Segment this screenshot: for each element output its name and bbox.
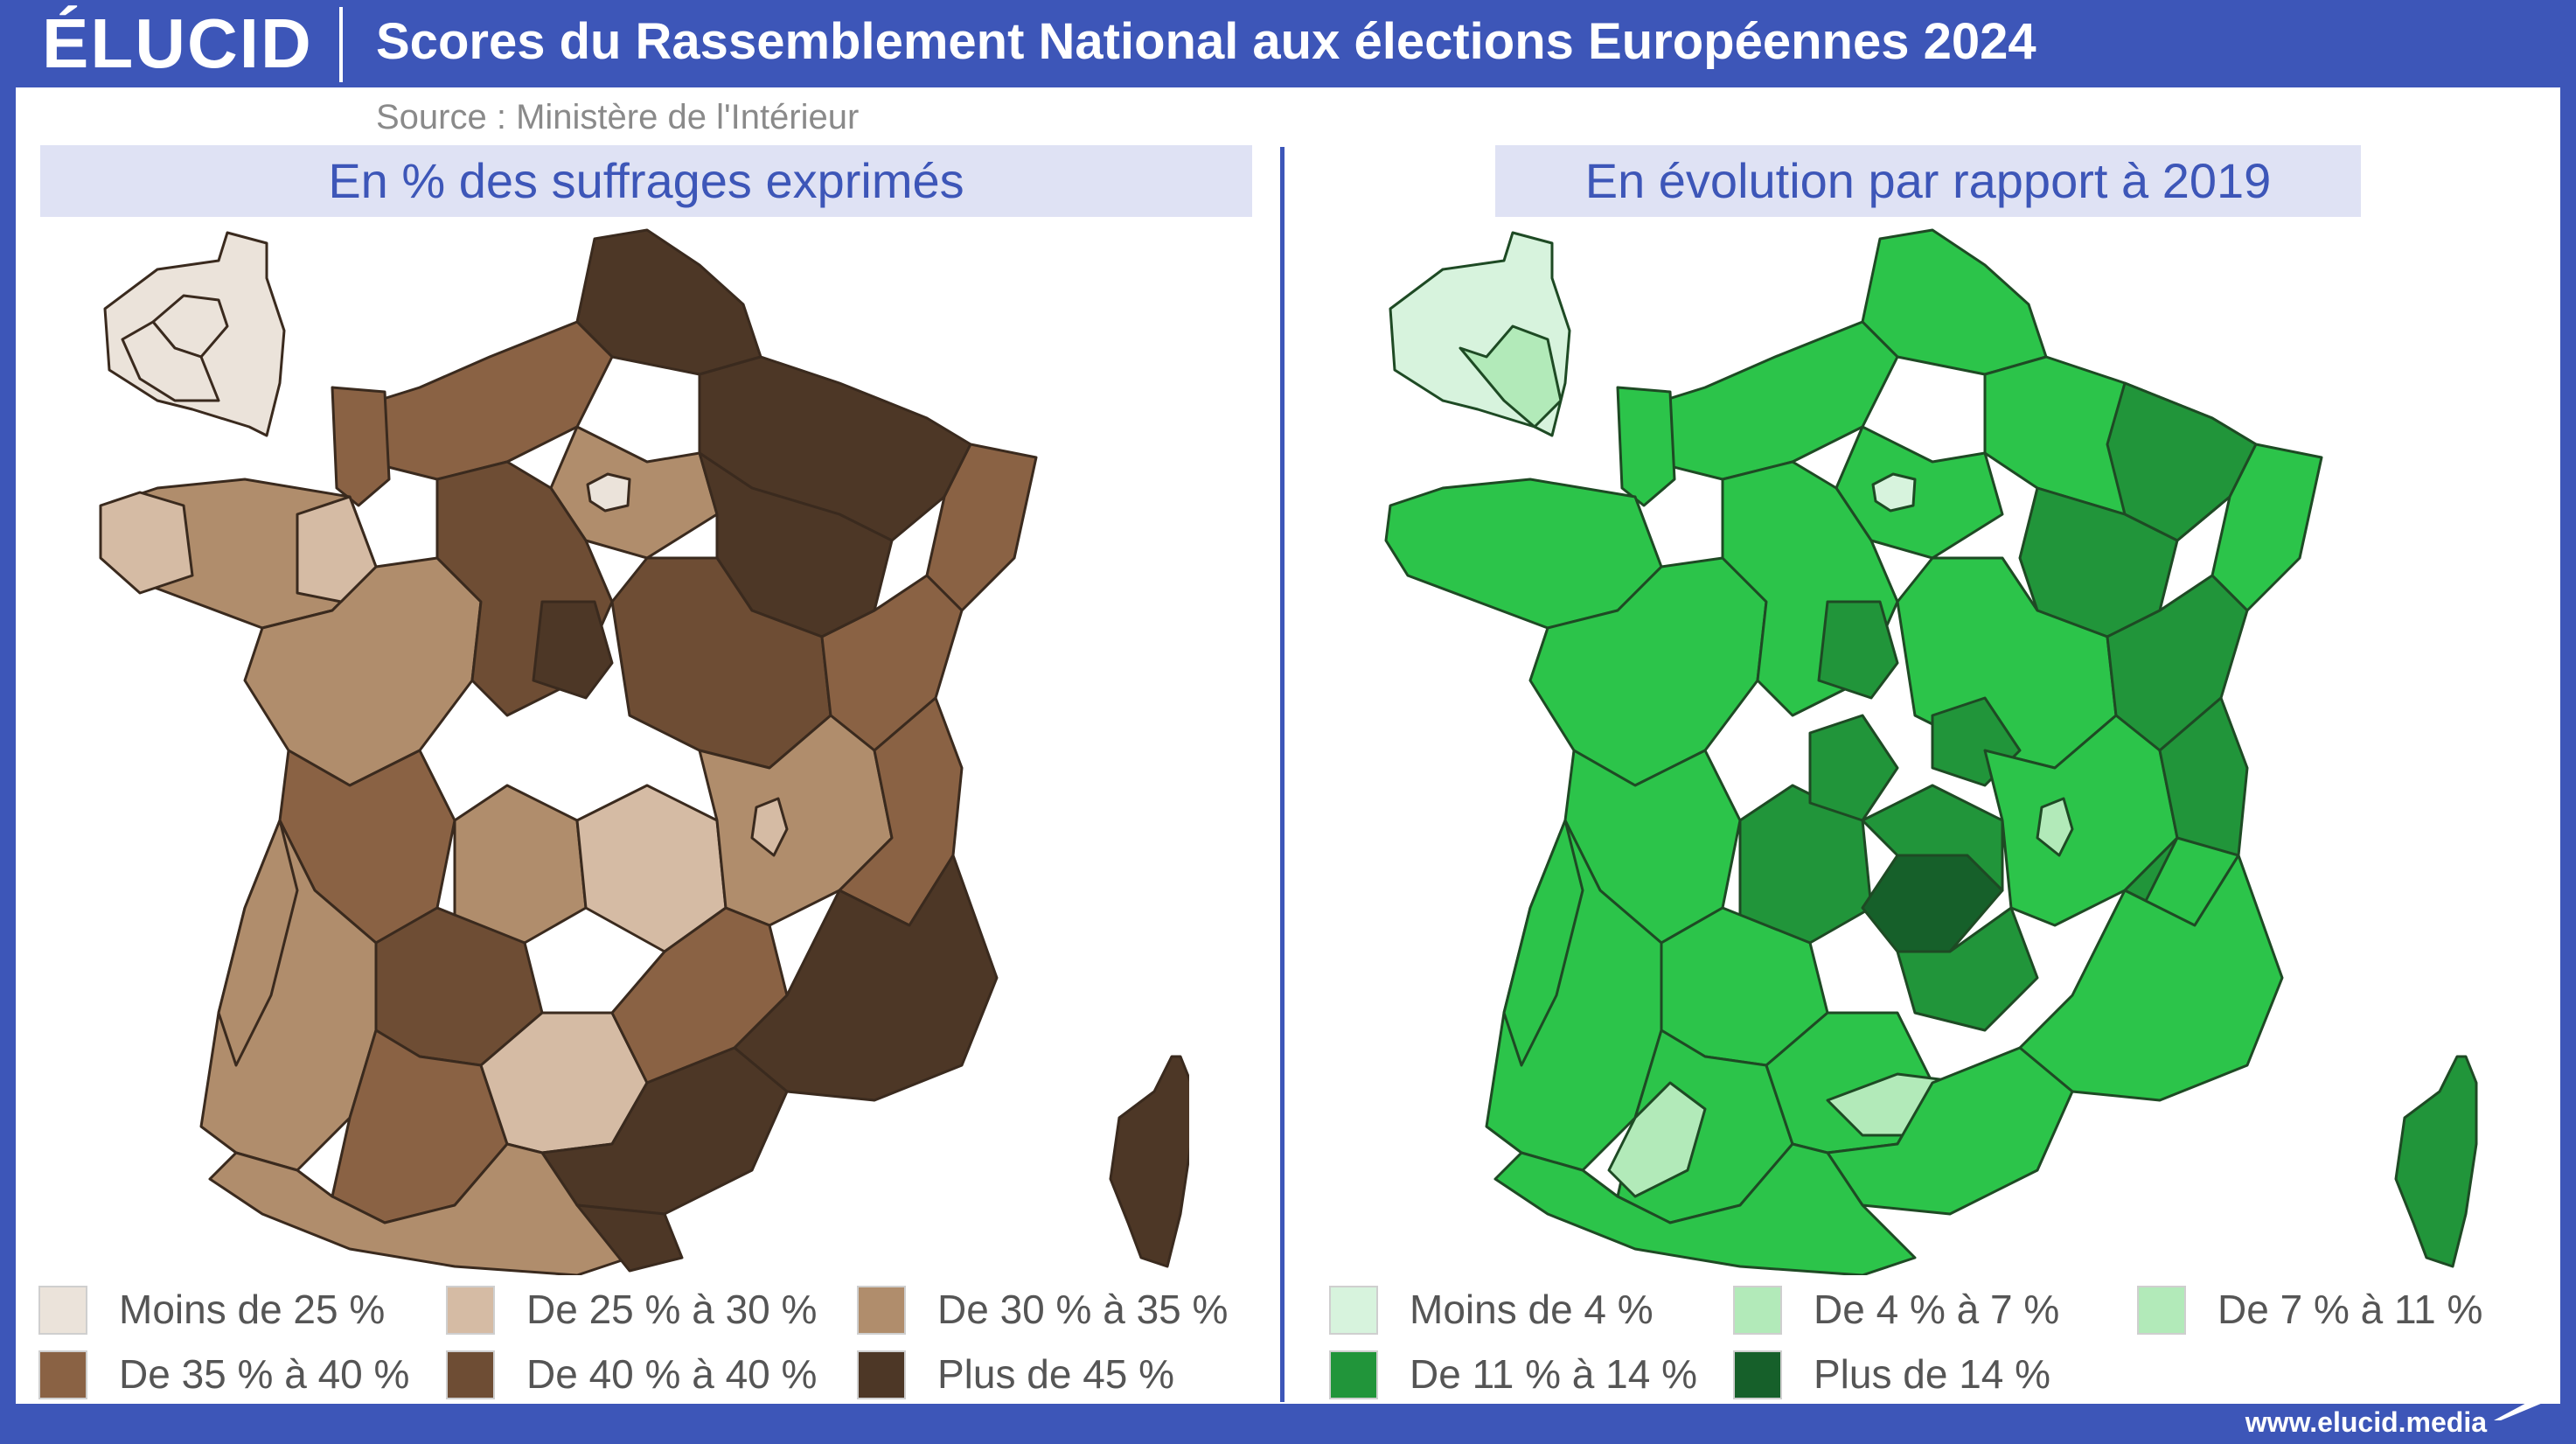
map-rn-score (99, 228, 1189, 1275)
region-limousin (453, 784, 588, 945)
legend-item: Plus de 45 % (857, 1347, 1259, 1399)
map-rn-evolution (1384, 228, 2478, 1275)
elucid-logo: ÉLUCID (42, 4, 313, 82)
region-creuse (1808, 714, 1899, 822)
region-brittany-west (99, 491, 194, 595)
legend-item: De 11 % à 14 % (1329, 1347, 1714, 1399)
legend-swatch (1329, 1350, 1378, 1399)
legend-swatch (857, 1286, 906, 1335)
legend-swatch (38, 1350, 87, 1399)
legend-swatch (38, 1286, 87, 1335)
region-gironde-coast (217, 819, 299, 1067)
paris-inset-outer (121, 320, 220, 402)
legend-label: De 4 % à 7 % (1814, 1287, 2060, 1332)
legend-item: Plus de 14 % (1733, 1347, 2100, 1399)
logo-divider (339, 7, 343, 82)
region-gers (1607, 1081, 1707, 1198)
region-provence (733, 854, 999, 1102)
legend-label: De 40 % à 40 % (526, 1351, 818, 1397)
legend-swatch (446, 1286, 495, 1335)
legend-swatch (857, 1350, 906, 1399)
legend-label: Plus de 14 % (1814, 1351, 2051, 1397)
legend-label: De 11 % à 14 % (1410, 1351, 1698, 1397)
region-cotentin (1616, 386, 1676, 507)
region-languedoc (1826, 1046, 2074, 1216)
right-map-subtitle: En évolution par rapport à 2019 (1495, 145, 2361, 217)
legend-item: De 35 % à 40 % (38, 1347, 432, 1399)
region-cher (1817, 600, 1899, 700)
region-cotentin (331, 386, 391, 507)
legend-item: De 4 % à 7 % (1733, 1282, 2100, 1335)
region-cher (532, 600, 614, 700)
region-rhone-lyon (750, 797, 789, 857)
region-roussillon (575, 1203, 684, 1273)
region-provence (2018, 854, 2284, 1102)
region-gironde-coast (1502, 819, 1584, 1067)
page-title: Scores du Rassemblement National aux éle… (376, 13, 2036, 70)
panel-divider (1280, 147, 1285, 1402)
header-bar: ÉLUCID Scores du Rassemblement National … (0, 0, 2576, 87)
footer-url[interactable]: www.elucid.media (2245, 1406, 2487, 1438)
paris-inset-outer (1459, 324, 1563, 429)
legend-swatch (1733, 1286, 1782, 1335)
legend-label: De 25 % à 30 % (526, 1287, 818, 1332)
legend-label: De 35 % à 40 % (119, 1351, 410, 1397)
source-note: Source : Ministère de l'Intérieur (376, 98, 860, 136)
legend-item: Moins de 4 % (1329, 1282, 1696, 1335)
region-corsica (1109, 1055, 1189, 1268)
legend-item: De 30 % à 35 % (857, 1282, 1259, 1335)
region-rhone-lyon (2036, 797, 2074, 857)
legend-item: De 25 % à 30 % (446, 1282, 839, 1335)
elucid-arrow-icon (2494, 1389, 2543, 1420)
legend-swatch (2137, 1286, 2186, 1335)
region-paris-city (1871, 472, 1917, 513)
legend-label: De 7 % à 11 % (2217, 1287, 2483, 1332)
region-auvergne-north (1861, 784, 2004, 892)
legend-swatch (1329, 1286, 1378, 1335)
legend-label: Moins de 4 % (1410, 1287, 1654, 1332)
legend-label: Plus de 45 % (937, 1351, 1175, 1397)
region-lorraine (2106, 381, 2258, 542)
region-brittany (1384, 478, 1663, 630)
region-pyrenees (1493, 1142, 1917, 1275)
region-paris-city (586, 472, 631, 513)
legend-label: Moins de 25 % (119, 1287, 386, 1332)
legend-swatch (446, 1350, 495, 1399)
legend-item: De 7 % à 11 % (2137, 1282, 2522, 1335)
region-loire-ille (296, 495, 378, 603)
legend-item: De 40 % à 40 % (446, 1347, 839, 1399)
legend-item: Moins de 25 % (38, 1282, 423, 1335)
region-gard (1896, 906, 2039, 1032)
left-map-subtitle: En % des suffrages exprimés (40, 145, 1252, 217)
legend-swatch (1733, 1350, 1782, 1399)
region-corsica (2394, 1055, 2478, 1268)
legend-label: De 30 % à 35 % (937, 1287, 1229, 1332)
footer-bar (0, 1404, 2576, 1444)
